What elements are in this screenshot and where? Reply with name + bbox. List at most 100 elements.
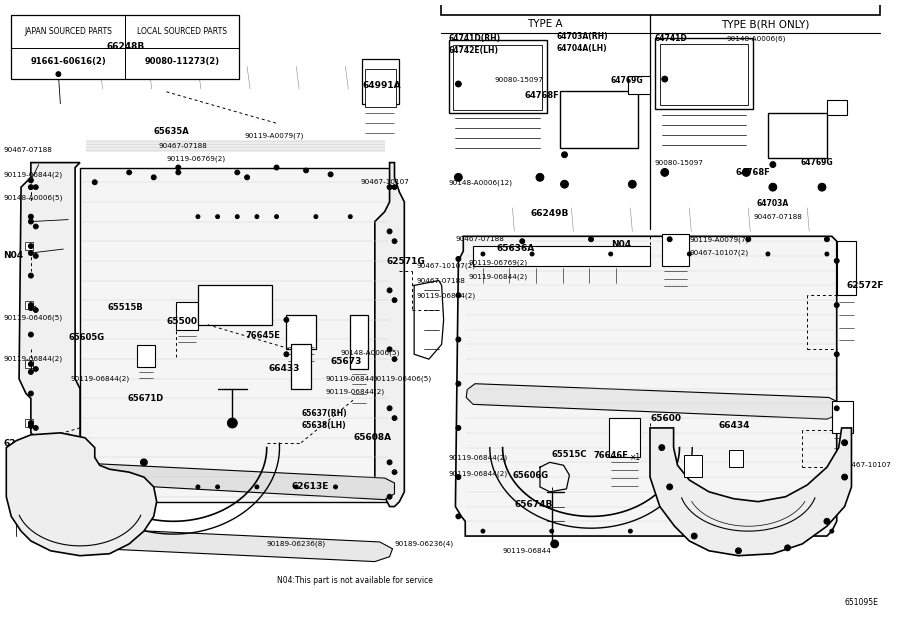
Bar: [684, 455, 702, 477]
Circle shape: [245, 175, 249, 180]
Text: 90119-06769(2): 90119-06769(2): [166, 155, 226, 162]
Text: 65671D: 65671D: [127, 394, 164, 403]
Text: 62571G: 62571G: [387, 257, 426, 266]
Circle shape: [608, 252, 613, 256]
Circle shape: [29, 361, 33, 366]
Circle shape: [228, 418, 238, 428]
Text: N04: N04: [611, 240, 631, 248]
Circle shape: [667, 484, 672, 490]
Bar: [729, 450, 743, 467]
Bar: [454, 45, 542, 109]
Polygon shape: [455, 237, 837, 536]
Text: 65673: 65673: [330, 356, 362, 366]
Circle shape: [29, 219, 33, 224]
Text: TYPE B(RH ONLY): TYPE B(RH ONLY): [721, 19, 809, 29]
Circle shape: [456, 293, 461, 297]
Circle shape: [387, 184, 392, 189]
Text: 651095E: 651095E: [844, 599, 878, 607]
Text: 65608A: 65608A: [353, 433, 392, 442]
Circle shape: [842, 474, 848, 480]
Circle shape: [456, 256, 461, 261]
Bar: [365, 69, 397, 107]
Circle shape: [127, 170, 131, 175]
Text: 62572F: 62572F: [847, 281, 884, 290]
Circle shape: [824, 237, 830, 242]
Circle shape: [33, 253, 38, 258]
Circle shape: [387, 460, 392, 465]
Circle shape: [29, 306, 33, 310]
Circle shape: [106, 540, 112, 547]
Circle shape: [834, 258, 839, 263]
Circle shape: [550, 529, 554, 533]
Bar: [832, 401, 853, 433]
Text: 90467-10107(2): 90467-10107(2): [689, 250, 749, 256]
Circle shape: [536, 173, 544, 181]
Text: 90119-06844(2): 90119-06844(2): [4, 356, 62, 363]
Polygon shape: [374, 163, 404, 507]
Circle shape: [392, 415, 397, 420]
Circle shape: [56, 71, 61, 76]
Text: 64741D: 64741D: [655, 34, 688, 43]
Circle shape: [33, 224, 38, 229]
Text: 66433: 66433: [269, 365, 300, 373]
Circle shape: [661, 168, 669, 176]
Bar: [473, 246, 650, 266]
Bar: [608, 418, 640, 458]
Text: 90119-06844: 90119-06844: [326, 376, 374, 382]
Circle shape: [29, 420, 33, 425]
Text: 90119-06844: 90119-06844: [502, 548, 552, 554]
Bar: [827, 100, 847, 116]
Circle shape: [746, 237, 751, 242]
Circle shape: [314, 215, 318, 219]
Text: 65500: 65500: [166, 317, 197, 326]
Circle shape: [31, 450, 35, 455]
Circle shape: [392, 184, 397, 189]
Text: 90119-06844(2): 90119-06844(2): [448, 471, 508, 478]
Circle shape: [140, 459, 148, 466]
Circle shape: [830, 529, 833, 533]
Bar: [11, 15, 239, 79]
Text: 65637(RH): 65637(RH): [302, 409, 346, 418]
Text: 64742E(LH): 64742E(LH): [448, 46, 499, 55]
Text: 76645E: 76645E: [245, 331, 280, 340]
Circle shape: [29, 178, 33, 183]
Circle shape: [667, 237, 672, 242]
Text: 90119-06844(2): 90119-06844(2): [468, 273, 527, 280]
Circle shape: [18, 459, 24, 466]
Text: 90119-06844(2): 90119-06844(2): [70, 376, 130, 382]
Circle shape: [33, 184, 38, 189]
Text: 65600: 65600: [650, 414, 681, 423]
Circle shape: [742, 168, 751, 176]
Circle shape: [334, 485, 338, 489]
Circle shape: [196, 485, 200, 489]
Circle shape: [456, 381, 461, 386]
Text: 90467-10107: 90467-10107: [842, 462, 892, 468]
Bar: [837, 241, 857, 295]
Text: 64768F: 64768F: [735, 168, 770, 177]
Circle shape: [454, 173, 463, 181]
Circle shape: [348, 215, 352, 219]
Circle shape: [22, 513, 30, 520]
Circle shape: [255, 215, 259, 219]
Circle shape: [834, 302, 839, 307]
Circle shape: [284, 317, 289, 322]
Circle shape: [29, 424, 33, 428]
Polygon shape: [466, 384, 842, 419]
Circle shape: [834, 455, 839, 460]
Text: 62613E: 62613E: [4, 439, 40, 448]
Circle shape: [662, 76, 668, 82]
Circle shape: [29, 332, 33, 337]
Circle shape: [29, 184, 33, 189]
Text: 62613E: 62613E: [292, 483, 328, 491]
Bar: [292, 345, 311, 389]
Circle shape: [456, 514, 461, 519]
Bar: [350, 315, 368, 369]
Text: 76646E: 76646E: [593, 451, 628, 460]
Text: 66249B: 66249B: [530, 209, 569, 218]
Circle shape: [824, 519, 830, 524]
Text: 64703A(RH): 64703A(RH): [556, 32, 608, 42]
Polygon shape: [52, 527, 392, 561]
Text: 90467-10107(2): 90467-10107(2): [416, 263, 475, 269]
Bar: [25, 242, 32, 250]
Text: 90119-06844(2): 90119-06844(2): [448, 454, 508, 461]
